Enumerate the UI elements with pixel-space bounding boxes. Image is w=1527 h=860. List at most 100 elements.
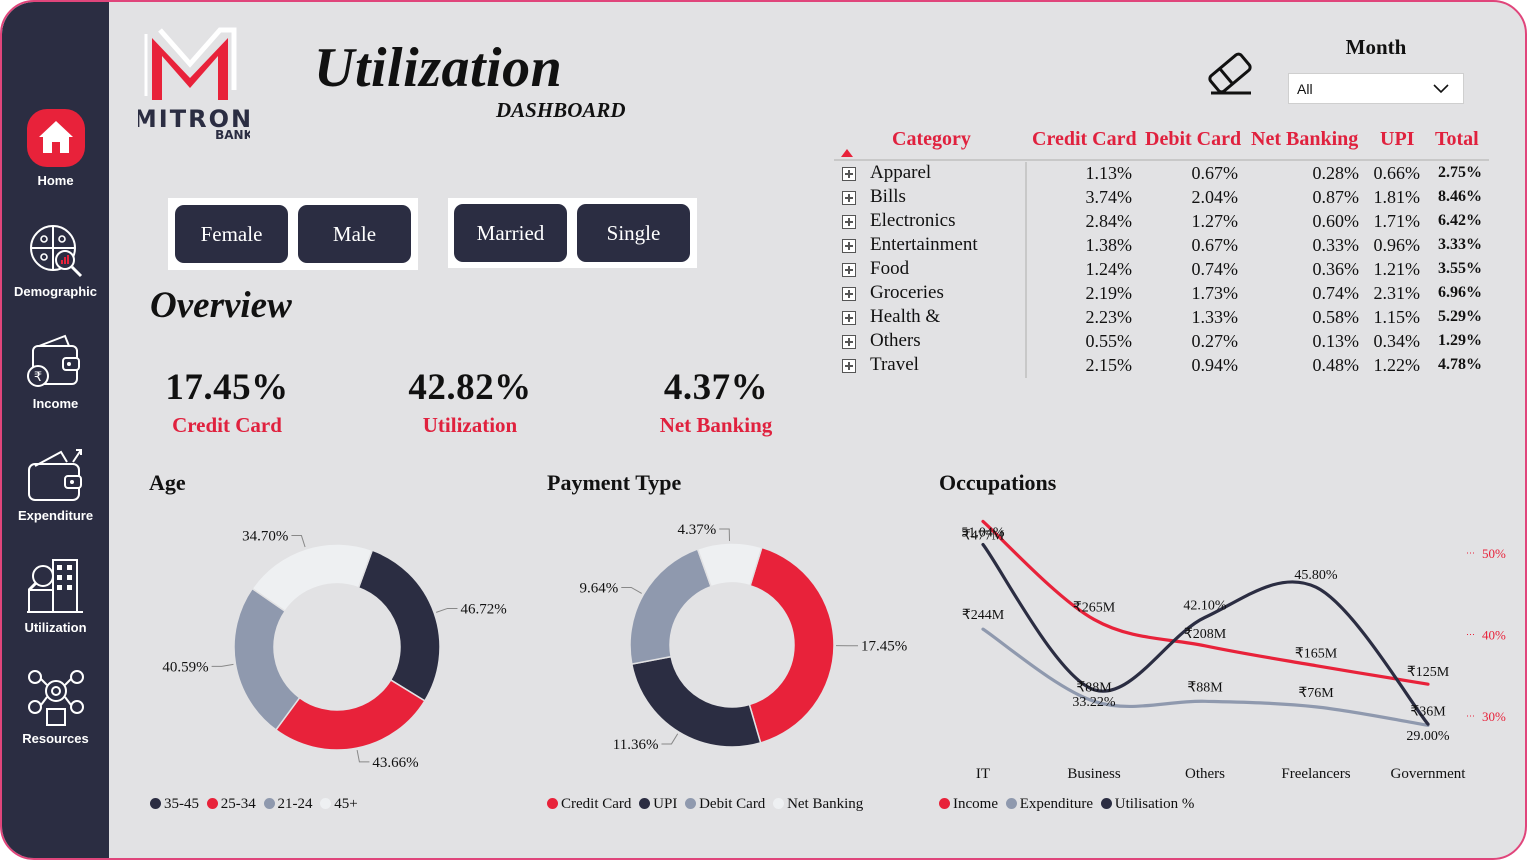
legend-label: Net Banking [787,796,864,812]
series-line-expenditure[interactable] [981,627,1430,727]
donut-slice[interactable] [696,542,763,588]
legend-item[interactable]: 25-34 [206,796,256,813]
sort-ascending-icon[interactable] [841,149,853,157]
legend-label: 35-45 [164,796,199,812]
value-cell: 0.66% [1373,163,1421,183]
expand-row-icon[interactable] [842,239,856,253]
legend-item[interactable]: Credit Card [547,796,631,813]
data-label: 42.10% [1183,598,1227,613]
value-cell: 2.15% [1085,355,1133,375]
month-dropdown[interactable]: All [1288,73,1464,104]
value-cell: 0.74% [1191,259,1239,279]
page-subtitle: DASHBOARD [496,98,626,122]
female-button[interactable]: Female [175,205,288,263]
value-cell: 2.23% [1085,307,1133,327]
expand-row-icon[interactable] [842,215,856,229]
column-header-net-banking[interactable]: Net Banking [1251,128,1359,150]
value-cell: 1.38% [1085,235,1133,255]
legend-item[interactable]: Utilisation % [1100,796,1195,813]
legend-item[interactable]: 35-45 [150,796,199,813]
donut-slice[interactable] [357,549,441,702]
table-row[interactable]: Electronics 2.84% 1.27% 0.60% 1.71% 6.42% [834,210,1489,234]
data-label: ₹125M [1407,665,1450,680]
series-line-utilisation-[interactable] [981,542,1430,726]
table-row[interactable]: Entertainment 1.38% 0.67% 0.33% 0.96% 3.33% [834,234,1489,258]
value-cell: 0.94% [1191,355,1239,375]
donut-slice[interactable] [251,543,374,613]
column-header-total[interactable]: Total [1435,128,1479,150]
value-cell: 1.27% [1191,211,1239,231]
expand-row-icon[interactable] [842,191,856,205]
legend-label: Utilisation % [1114,796,1195,812]
donut-slice[interactable] [274,678,426,751]
data-label: 46.72% [460,601,506,617]
single-button[interactable]: Single [577,204,690,262]
legend-item[interactable]: Net Banking [773,796,863,813]
legend-item[interactable]: 45+ [320,796,358,813]
legend-swatch [639,798,651,809]
donut-slice[interactable] [748,546,835,744]
legend-item[interactable]: Expenditure [1005,796,1093,813]
overview-heading: Overview [150,285,292,326]
donut-slice[interactable] [233,587,301,731]
table-row[interactable]: Groceries 2.19% 1.73% 0.74% 2.31% 6.96% [834,282,1489,306]
data-label: 29.00% [1406,729,1450,744]
value-cell: 2.04% [1191,187,1239,207]
total-cell: 2.75% [1438,164,1482,181]
married-button[interactable]: Married [454,204,567,262]
data-label: ₹76M [1298,686,1334,701]
data-label: ₹244M [962,608,1005,623]
home-icon [26,109,85,167]
total-cell: 3.33% [1438,236,1482,253]
data-label: 33.22% [1072,695,1116,710]
column-header-credit-card[interactable]: Credit Card [1032,128,1137,150]
series-line-income[interactable] [981,519,1430,686]
legend-swatch [206,798,218,809]
table-row[interactable]: Health & 2.23% 1.33% 0.58% 1.15% 5.29% [834,306,1489,330]
kpi-label: Utilization [422,413,518,437]
legend-label: Income [953,796,998,812]
value-cell: 2.31% [1373,283,1421,303]
column-header-upi[interactable]: UPI [1380,128,1415,150]
donut-slice[interactable] [630,655,762,748]
sidebar-item-expenditure[interactable]: Expenditure [2,444,109,523]
expand-row-icon[interactable] [842,335,856,349]
data-label: 4.37% [677,522,716,538]
expand-row-icon[interactable] [842,287,856,301]
sidebar-item-label: Home [37,173,74,188]
expand-row-icon[interactable] [842,359,856,373]
expand-row-icon[interactable] [842,167,856,181]
legend-item[interactable]: Debit Card [685,796,765,813]
data-label: ₹36M [1410,704,1446,719]
sidebar-item-income[interactable]: ₹ Income [2,332,109,411]
column-header-category[interactable]: Category [892,128,971,150]
sidebar-item-utilization[interactable]: Utilization [2,556,109,635]
expand-row-icon[interactable] [842,311,856,325]
table-row[interactable]: Bills 3.74% 2.04% 0.87% 1.81% 8.46% [834,186,1489,210]
data-label: 45.80% [1294,568,1338,583]
sidebar-item-resources[interactable]: Resources [2,667,109,746]
value-cell: 0.74% [1312,283,1360,303]
marital-filter-group: Married Single [448,198,697,268]
y2-tick-label: 50% [1482,546,1506,561]
legend-item[interactable]: UPI [639,796,677,813]
data-label: ₹208M [1184,627,1227,642]
expand-row-icon[interactable] [842,263,856,277]
table-row[interactable]: Apparel 1.13% 0.67% 0.28% 0.66% 2.75% [834,162,1489,186]
eraser-icon[interactable] [1205,50,1255,96]
data-label: ₹88M [1187,680,1223,695]
legend-item[interactable]: 21-24 [263,796,313,813]
sidebar-item-demographic[interactable]: Demographic [2,220,109,299]
table-row[interactable]: Others 0.55% 0.27% 0.13% 0.34% 1.29% [834,330,1489,354]
legend-item[interactable]: Income [939,796,998,813]
legend-swatch [1005,798,1017,809]
table-row[interactable]: Travel 2.15% 0.94% 0.48% 1.22% 4.78% [834,354,1489,378]
sidebar-item-home[interactable]: Home [2,107,109,188]
table-row[interactable]: Food 1.24% 0.74% 0.36% 1.21% 3.55% [834,258,1489,282]
category-cell: Electronics [870,210,956,231]
legend-label: 25-34 [220,796,256,812]
age-chart-title: Age [149,470,186,495]
male-button[interactable]: Male [298,205,411,263]
column-header-debit-card[interactable]: Debit Card [1145,128,1242,150]
donut-slice[interactable] [629,548,713,665]
